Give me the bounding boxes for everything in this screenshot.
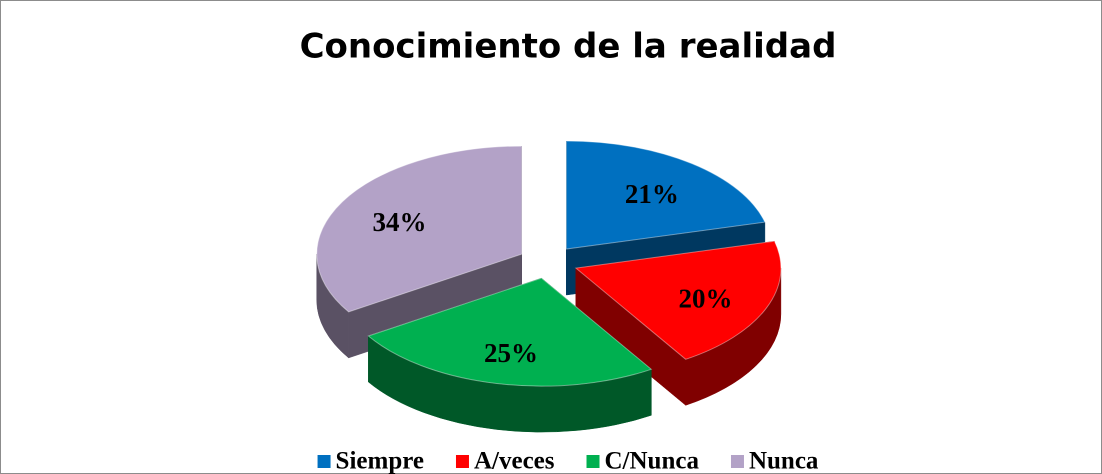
- data-label: 34%: [373, 207, 427, 237]
- legend-item: C/Nunca: [586, 448, 700, 474]
- chart-title: Conocimiento de la realidad: [300, 27, 837, 67]
- legend-label: A/veces: [474, 448, 555, 474]
- slice: [367, 277, 653, 387]
- legend-label: Siempre: [336, 448, 424, 474]
- legend-item: A/veces: [455, 448, 555, 474]
- legend-swatch: [730, 455, 744, 468]
- data-label: 21%: [625, 179, 679, 209]
- data-label: 25%: [484, 338, 538, 368]
- legend-label: C/Nunca: [605, 448, 700, 474]
- legend-item: Siempre: [317, 448, 424, 474]
- legend-swatch: [317, 455, 331, 468]
- slice-wall: [368, 335, 652, 433]
- legend: Siempre A/veces C/Nunca Nunca: [317, 448, 819, 474]
- legend-swatch: [455, 455, 469, 468]
- legend-label: Nunca: [749, 448, 819, 474]
- pie: 21% 20% 25% 34%: [316, 140, 782, 433]
- legend-item: Nunca: [730, 448, 819, 474]
- slice: [574, 240, 782, 360]
- legend-swatch: [586, 455, 600, 468]
- slice: [316, 145, 523, 313]
- slice: [565, 140, 766, 250]
- data-label: 20%: [679, 283, 733, 313]
